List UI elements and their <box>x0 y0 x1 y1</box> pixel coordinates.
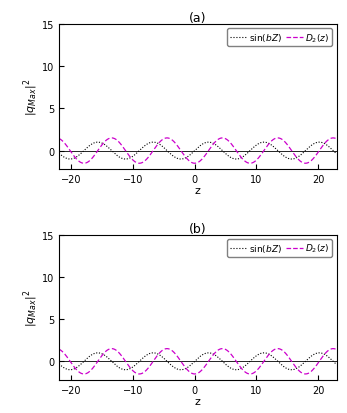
Title: (a): (a) <box>189 12 206 25</box>
X-axis label: z: z <box>195 186 201 196</box>
X-axis label: z: z <box>195 396 201 406</box>
Title: (b): (b) <box>189 222 206 235</box>
Y-axis label: $|q_{Max}|^2$: $|q_{Max}|^2$ <box>22 289 40 326</box>
Y-axis label: $|q_{Max}|^2$: $|q_{Max}|^2$ <box>22 79 40 116</box>
Legend: $\sin(bZ)$, $D_2(z)$: $\sin(bZ)$, $D_2(z)$ <box>227 240 332 257</box>
Legend: $\sin(bZ)$, $D_2(z)$: $\sin(bZ)$, $D_2(z)$ <box>227 29 332 47</box>
